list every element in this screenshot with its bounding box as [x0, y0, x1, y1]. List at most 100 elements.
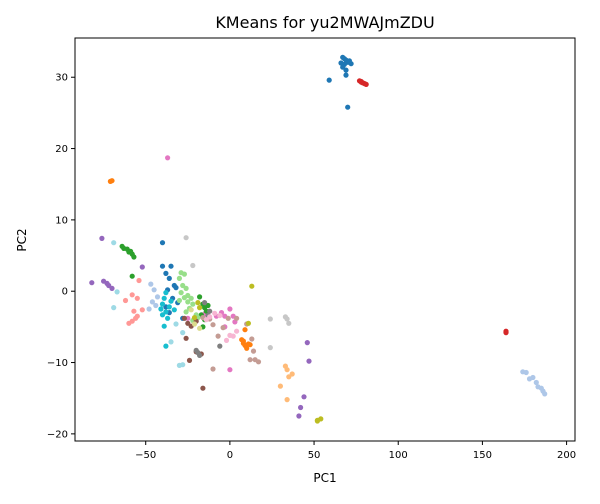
scatter-point [185, 292, 191, 299]
scatter-point [212, 310, 218, 316]
x-tick-label: 200 [557, 450, 576, 461]
scatter-point [111, 305, 117, 311]
scatter-point [185, 299, 191, 305]
scatter-point [166, 275, 172, 281]
scatter-point [244, 345, 250, 351]
scatter-point [230, 333, 236, 339]
scatter-point [343, 72, 349, 78]
scatter-point [267, 316, 273, 322]
scatter-point [159, 312, 166, 318]
y-tick-label: 30 [55, 73, 68, 84]
x-tick-label: 50 [308, 450, 321, 461]
scatter-point [284, 316, 290, 322]
plot-area-frame [74, 37, 576, 442]
scatter-point [277, 383, 283, 389]
scatter-point [306, 358, 312, 364]
scatter-point [129, 273, 135, 279]
scatter-point [542, 391, 548, 397]
scatter-point [200, 385, 206, 391]
y-tick-label: 10 [55, 215, 68, 226]
x-tick-label: 0 [227, 450, 233, 461]
x-tick-label: 150 [473, 450, 492, 461]
scatter-point [163, 309, 169, 315]
scatter-point [185, 320, 191, 326]
scatter-point [190, 301, 196, 307]
x-axis: −50 0 50 100 150 200 [135, 441, 576, 461]
scatter-point [314, 418, 320, 424]
scatter-point [217, 343, 223, 349]
scatter-point [159, 240, 166, 246]
scatter-point [163, 270, 169, 276]
scatter-point [225, 315, 231, 321]
scatter-point [129, 292, 135, 298]
scatter-point [134, 295, 140, 301]
scatter-point [173, 285, 179, 291]
scatter-point [298, 404, 304, 411]
scatter-point [197, 352, 203, 358]
scatter-point [326, 77, 332, 83]
scatter-point [168, 298, 174, 304]
y-tick-label: −20 [47, 429, 68, 440]
scatter-point [249, 336, 255, 342]
scatter-point [176, 362, 182, 368]
y-tick-label: 0 [62, 287, 68, 298]
scatter-point [255, 359, 262, 365]
scatter-point [249, 283, 255, 289]
scatter-point [220, 325, 226, 331]
scatter-point [163, 343, 169, 349]
scatter-point [267, 345, 273, 351]
scatter-point [168, 263, 174, 269]
scatter-point [148, 281, 154, 287]
x-tick-label: 100 [389, 450, 408, 461]
scatter-point [217, 312, 223, 319]
scatter-point [183, 235, 189, 241]
scatter-point [161, 295, 167, 301]
scatter-point [136, 277, 142, 284]
scatter-point [301, 394, 307, 400]
scatter-point [153, 302, 159, 309]
x-axis-label: PC1 [313, 471, 336, 485]
scatter-point [240, 338, 246, 344]
scatter-point [151, 287, 157, 293]
scatter-point [234, 328, 240, 334]
scatter-point [227, 306, 233, 312]
scatter-point [304, 340, 310, 346]
scatter-point [363, 81, 369, 87]
scatter-point [89, 280, 95, 286]
scatter-point [158, 306, 164, 312]
chart-title: KMeans for yu2MWAJmZDU [215, 13, 434, 32]
scatter-point [191, 315, 198, 321]
scatter-point [197, 294, 203, 300]
y-tick-label: 20 [55, 144, 68, 155]
scatter-point [166, 304, 172, 310]
scatter-point [180, 282, 186, 289]
scatter-point [210, 366, 216, 372]
scatter-point [195, 300, 201, 306]
scatter-point [234, 315, 240, 321]
scatter-point [109, 285, 115, 291]
scatter-point [180, 330, 186, 336]
scatter-point [245, 320, 251, 326]
scatter-point [181, 271, 187, 277]
scatter-point [183, 309, 189, 315]
scatter-point [183, 285, 189, 291]
scatter-point [197, 305, 203, 311]
scatter-point [210, 322, 216, 328]
scatter-point [530, 374, 536, 381]
scatter-point [99, 235, 105, 241]
y-axis: −20 −10 0 10 20 30 [47, 73, 75, 440]
scatter-point [139, 264, 145, 270]
scatter-point [176, 297, 182, 304]
scatter-point [154, 294, 161, 300]
scatter-point [207, 308, 213, 314]
scatter-point [159, 301, 166, 307]
scatter-point [286, 320, 292, 326]
scatter-point [284, 367, 290, 373]
scatter-point [181, 315, 187, 321]
scatter-point [247, 342, 253, 348]
scatter-point [165, 155, 171, 161]
scatter-point [345, 104, 351, 110]
scatter-point [215, 333, 221, 339]
